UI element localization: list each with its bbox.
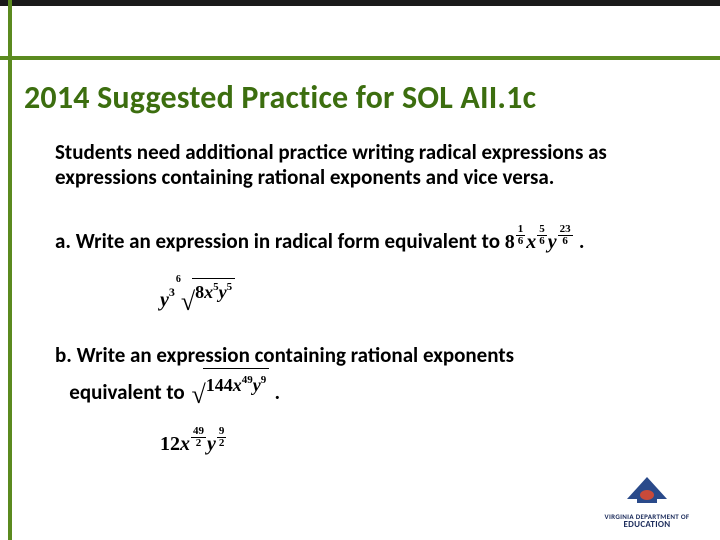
slide: 2014 Suggested Practice for SOL AII.1c S… xyxy=(0,0,720,540)
vdoe-logo: VIRGINIA DEPARTMENT OF EDUCATION xyxy=(592,473,702,530)
logo-emblem-icon xyxy=(592,473,702,514)
question-a: a. Write an expression in radical form e… xyxy=(55,224,690,255)
question-b-line1: b. Write an expression containing ration… xyxy=(55,342,514,368)
radicand: 144x49y9 xyxy=(203,368,270,397)
root-expression: √144x49y9 xyxy=(189,368,269,406)
exp-frac: 492 xyxy=(191,426,206,449)
answer-b: 12x492y92 xyxy=(160,426,227,456)
top-green-rule xyxy=(0,56,720,60)
question-a-prefix: a. Write an expression in radical form e… xyxy=(55,228,505,254)
radicand: 8x5y5 xyxy=(192,278,235,303)
root-expression: 6 √8x5y5 xyxy=(179,278,235,313)
exp-frac: 56 xyxy=(537,224,547,247)
page-title: 2014 Suggested Practice for SOL AII.1c xyxy=(24,78,536,117)
left-green-rule xyxy=(8,0,12,540)
answer-a: y3 6 √8x5y5 xyxy=(160,278,235,313)
question-a-suffix: . xyxy=(579,228,585,254)
question-b-line2-prefix: equivalent to xyxy=(69,379,189,405)
exp-frac: 16 xyxy=(516,224,526,247)
exp-frac: 92 xyxy=(217,426,227,449)
question-b: b. Write an expression containing ration… xyxy=(55,342,675,406)
question-b-expression: √144x49y9 xyxy=(189,380,274,404)
question-a-expression: 816x56y236 xyxy=(505,229,579,253)
intro-text: Students need additional practice writin… xyxy=(55,140,660,190)
top-bar xyxy=(0,0,720,50)
question-b-suffix: . xyxy=(275,379,281,405)
exp-frac: 236 xyxy=(558,224,573,247)
